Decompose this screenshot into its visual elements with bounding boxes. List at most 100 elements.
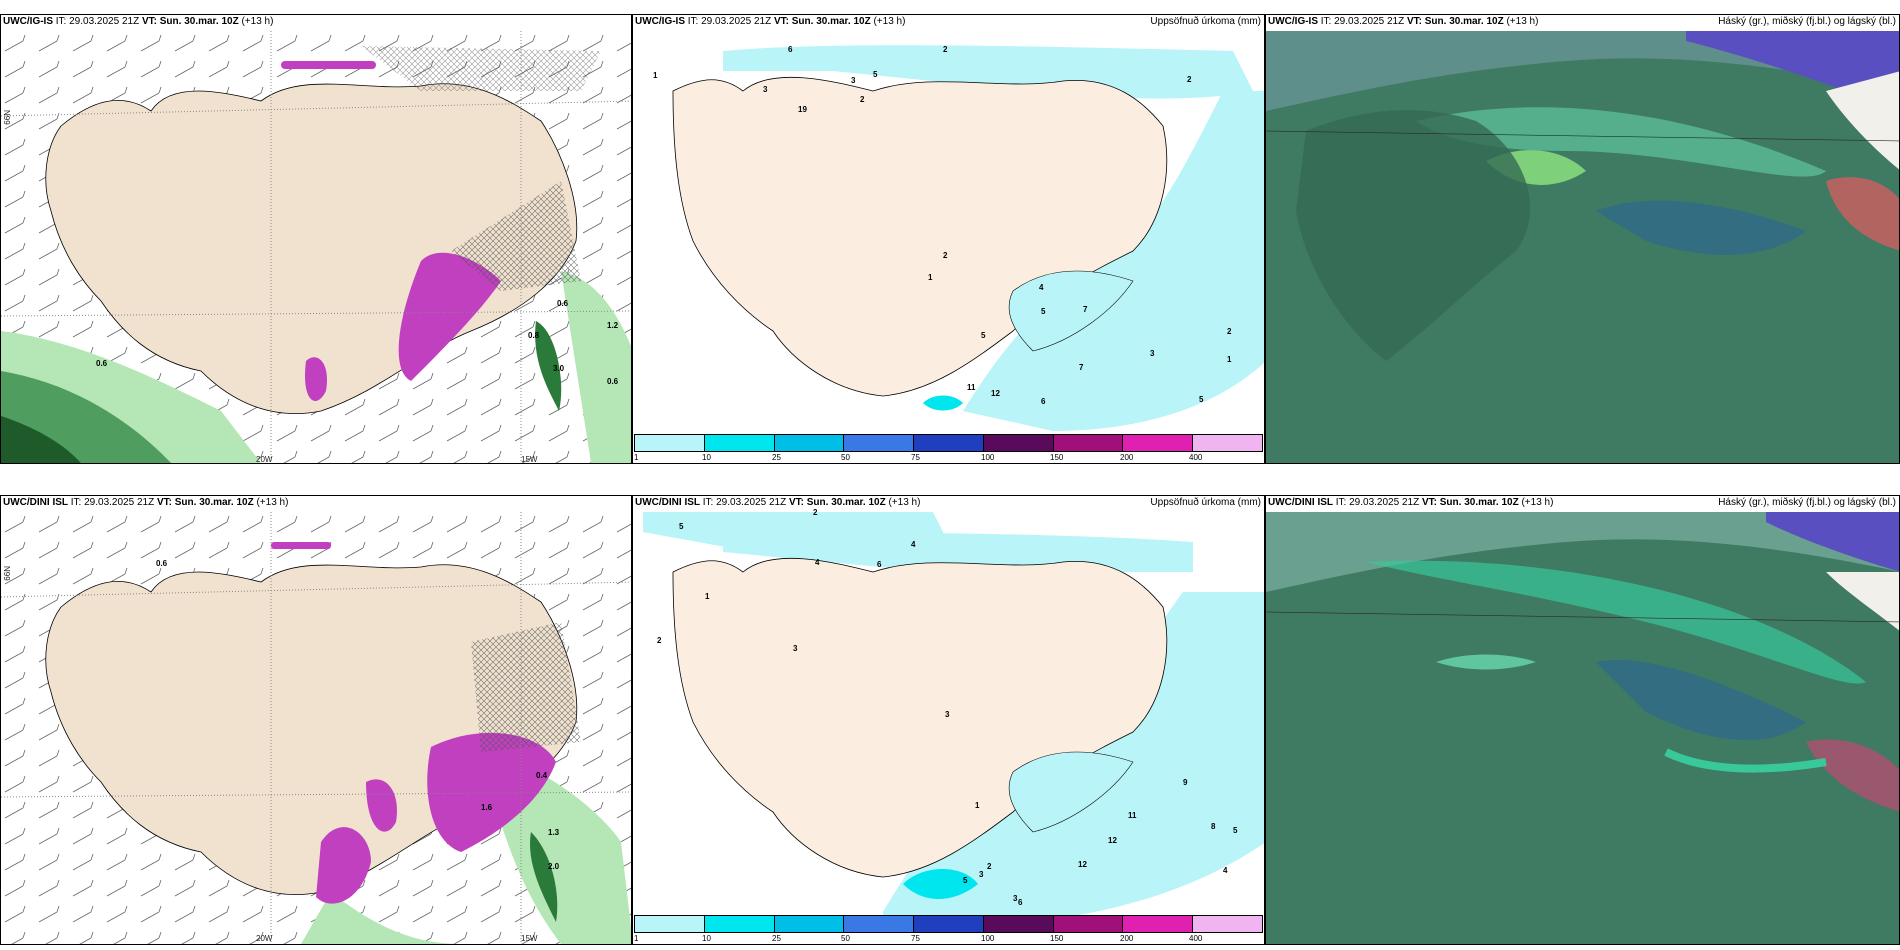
colorbar-swatch <box>774 916 845 932</box>
value-label: 0.6 <box>156 559 168 568</box>
value-label: 6 <box>788 45 793 54</box>
it-label: IT: <box>687 16 699 27</box>
value-label: 8 <box>1211 822 1216 831</box>
value-label: 0.8 <box>528 331 540 340</box>
value-label: 2 <box>943 45 948 54</box>
value-label: 7 <box>1083 305 1088 314</box>
value-label: 1 <box>928 273 933 282</box>
model-name: UWC/IG-IS <box>3 16 53 27</box>
value-label: 3.0 <box>553 364 565 373</box>
panel-title: UWC/IG-IS IT: 29.03.2025 21Z VT: Sun. 30… <box>1268 16 1538 27</box>
value-label: 4 <box>911 540 916 549</box>
init-time: 29.03.2025 21Z <box>84 497 155 508</box>
model-name: UWC/IG-IS <box>635 16 685 27</box>
value-label: 1.2 <box>607 321 619 330</box>
value-label: 1 <box>1227 355 1232 364</box>
value-label: 12 <box>1078 860 1087 869</box>
value-label: 11 <box>967 383 976 392</box>
value-label: 7 <box>1079 363 1084 372</box>
colorbar-tick: 100 <box>981 934 995 943</box>
init-time: 29.03.2025 21Z <box>69 16 140 27</box>
value-label: 1.3 <box>548 828 560 837</box>
colorbar-tick: 75 <box>911 934 920 943</box>
value-label: 3 <box>979 870 984 879</box>
value-label: 2 <box>813 508 818 517</box>
it-label: IT: <box>702 497 714 508</box>
value-label: 5 <box>873 70 878 79</box>
colorbar-swatch <box>844 916 915 932</box>
colorbar-tick: 50 <box>841 453 850 462</box>
value-label: 1 <box>975 801 980 810</box>
value-label: 2 <box>860 95 865 104</box>
value-label: 5 <box>1041 307 1046 316</box>
lat-label: 66N <box>3 566 12 581</box>
value-label: 5 <box>981 331 986 340</box>
model-name: UWC/DINI ISL <box>1268 497 1333 508</box>
colorbar-swatch <box>704 916 775 932</box>
colorbar-tick: 200 <box>1120 934 1134 943</box>
colorbar-swatch <box>635 916 705 932</box>
init-time: 29.03.2025 21Z <box>701 16 772 27</box>
model-name: UWC/DINI ISL <box>3 497 68 508</box>
lead-time: (+13 h) <box>256 497 289 508</box>
colorbar-swatch <box>635 435 705 451</box>
lon-label-15w: 15W <box>521 455 538 464</box>
init-time: 29.03.2025 21Z <box>1334 16 1405 27</box>
value-label: 2 <box>987 862 992 871</box>
value-label: 5 <box>679 522 684 531</box>
model-name: UWC/IG-IS <box>1268 16 1318 27</box>
colorbar-swatch <box>1123 435 1194 451</box>
field-title: Háský (gr.), miðský (fj.bl.) og lágský (… <box>1718 497 1896 508</box>
panel-title: UWC/DINI ISL IT: 29.03.2025 21Z VT: Sun.… <box>3 497 288 508</box>
value-label: 9 <box>1183 778 1188 787</box>
value-label: 2 <box>657 636 662 645</box>
colorbar-tick: 1 <box>634 453 639 462</box>
lon-label-15w: 15W <box>521 934 538 943</box>
lead-time: (+13 h) <box>888 497 921 508</box>
colorbar-swatch <box>914 916 984 932</box>
value-label: 2 <box>1187 75 1192 84</box>
it-label: IT: <box>70 497 82 508</box>
lon-label-20w: 20W <box>256 934 273 943</box>
lead-time: (+13 h) <box>1521 497 1554 508</box>
colorbar-tick: 10 <box>702 934 711 943</box>
panel-title: UWC/DINI ISL IT: 29.03.2025 21Z VT: Sun.… <box>1268 497 1553 508</box>
colorbar-tick: 25 <box>772 453 781 462</box>
lon-label-20w: 20W <box>256 455 273 464</box>
panel-bottom-left-wind-precip: UWC/DINI ISL IT: 29.03.2025 21Z VT: Sun.… <box>0 495 632 945</box>
panel-top-right-cloud: UWC/IG-IS IT: 29.03.2025 21Z VT: Sun. 30… <box>1265 14 1900 464</box>
value-label: 2 <box>943 251 948 260</box>
valid-time: Sun. 30.mar. 10Z <box>1439 497 1519 508</box>
lead-time: (+13 h) <box>873 16 906 27</box>
value-label: 4 <box>1039 283 1044 292</box>
valid-time: Sun. 30.mar. 10Z <box>1424 16 1504 27</box>
vt-label: VT: <box>1406 16 1422 27</box>
colorbar-swatch <box>704 435 775 451</box>
field-title: Uppsöfnuð úrkoma (mm) <box>1150 16 1261 27</box>
value-label: 0.6 <box>96 359 108 368</box>
cloud-map <box>1266 31 1899 463</box>
value-label: 3 <box>793 644 798 653</box>
wind-precip-map <box>1 31 631 463</box>
colorbar-tick: 150 <box>1050 453 1064 462</box>
lead-time: (+13 h) <box>241 16 274 27</box>
value-label: 1 <box>705 592 710 601</box>
vt-label: VT: <box>1421 497 1437 508</box>
value-label: 11 <box>1128 811 1137 820</box>
colorbar-swatch <box>914 435 984 451</box>
colorbar <box>634 915 1263 933</box>
colorbar-swatch <box>1053 435 1124 451</box>
panel-bottom-right-cloud: UWC/DINI ISL IT: 29.03.2025 21Z VT: Sun.… <box>1265 495 1900 945</box>
colorbar-tick: 150 <box>1050 934 1064 943</box>
vt-label: VT: <box>773 16 789 27</box>
colorbar-tick: 10 <box>702 453 711 462</box>
vt-label: VT: <box>141 16 157 27</box>
panel-title: UWC/IG-IS IT: 29.03.2025 21Z VT: Sun. 30… <box>3 16 273 27</box>
vt-label: VT: <box>156 497 172 508</box>
value-label: 6 <box>1041 397 1046 406</box>
colorbar-tick: 1 <box>634 934 639 943</box>
it-label: IT: <box>1320 16 1332 27</box>
it-label: IT: <box>55 16 67 27</box>
valid-time: Sun. 30.mar. 10Z <box>174 497 254 508</box>
value-label: 6 <box>1018 898 1023 907</box>
